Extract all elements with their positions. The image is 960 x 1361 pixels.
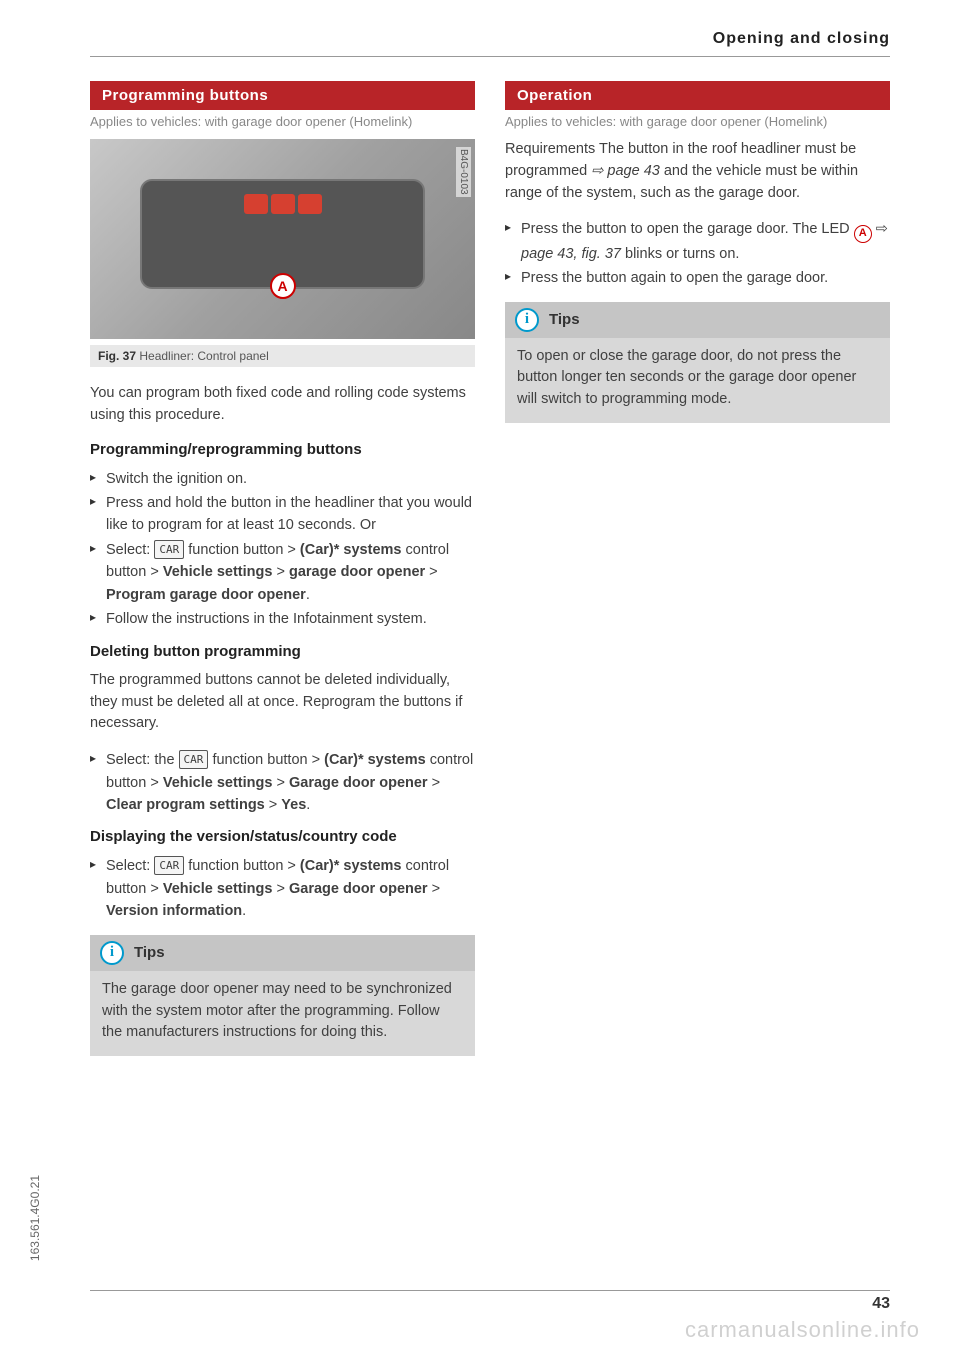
step-text: > [272,775,289,791]
tips-label: Tips [549,311,580,328]
page-header: Opening and closing [90,30,890,57]
tips-box-left: i Tips The garage door opener may need t… [90,935,475,1056]
tips-label: Tips [134,944,165,961]
figure-code-label: B4G-0103 [456,147,471,197]
step-text: Select: [106,858,154,874]
step-text: > [425,564,438,580]
step-text: blinks or turns on. [621,246,739,262]
subheading-deleting: Deleting button programming [90,643,475,660]
figure-xref: page 43, fig. 37 [521,246,621,262]
menu-path: Clear program settings [106,797,265,813]
car-button-icon: CAR [179,750,209,769]
subheading-programming: Programming/reprogramming buttons [90,441,475,458]
step-item: Select: CAR function button > (Car)* sys… [90,539,475,606]
led-a-icon: A [854,225,872,243]
figure-caption: Fig. 37 Headliner: Control panel [90,345,475,367]
step-text: function button > [184,858,300,874]
step-item: Select: the CAR function button > (Car)*… [90,749,475,816]
step-item: Select: CAR function button > (Car)* sys… [90,855,475,922]
page-xref: ⇨ page 43 [591,163,660,179]
applies-to-right: Applies to vehicles: with garage door op… [505,114,890,129]
callout-a-icon: A [270,273,296,299]
step-text: > [428,775,441,791]
menu-path: Vehicle settings [163,881,273,897]
step-text: . [242,903,246,919]
step-item: Follow the instructions in the Infotainm… [90,608,475,630]
subheading-version: Displaying the version/status/country co… [90,828,475,845]
info-icon: i [100,941,124,965]
menu-path: Vehicle settings [163,564,273,580]
requirements-text: Requirements The button in the roof head… [505,139,890,204]
step-text: > [265,797,282,813]
menu-path: (Car)* systems [300,542,402,558]
step-text: Select: the [106,752,179,768]
figure-caption-text: Headliner: Control panel [136,349,269,363]
homelink-button-1 [244,194,268,214]
programming-steps: Switch the ignition on. Press and hold t… [90,468,475,631]
tips-body-left: The garage door opener may need to be sy… [90,971,475,1056]
menu-path: Garage door opener [289,881,428,897]
step-text: . [306,587,310,603]
step-text: function button > [184,542,300,558]
step-item: Switch the ignition on. [90,468,475,490]
menu-path: Program garage door opener [106,587,306,603]
step-text: > [272,881,289,897]
deleting-steps: Select: the CAR function button > (Car)*… [90,749,475,816]
version-steps: Select: CAR function button > (Car)* sys… [90,855,475,922]
car-button-icon: CAR [154,540,184,559]
menu-path: Garage door opener [289,775,428,791]
figure-37: A B4G-0103 [90,139,475,339]
menu-path: garage door opener [289,564,425,580]
left-column: Programming buttons Applies to vehicles:… [90,81,475,1056]
applies-to-left: Applies to vehicles: with garage door op… [90,114,475,129]
car-button-icon: CAR [154,856,184,875]
menu-path: (Car)* systems [324,752,426,768]
tips-box-right: i Tips To open or close the garage door,… [505,302,890,423]
step-item: Press and hold the button in the headlin… [90,492,475,537]
step-text: Select: [106,542,154,558]
homelink-button-2 [271,194,295,214]
step-item: Press the button again to open the garag… [505,267,890,289]
figure-number: Fig. 37 [98,349,136,363]
document-code: 163.561.4G0.21 [28,1175,42,1261]
menu-path: Vehicle settings [163,775,273,791]
menu-path: Yes [281,797,306,813]
step-text: Press the button to open the garage door… [521,221,854,237]
tips-body-right: To open or close the garage door, do not… [505,338,890,423]
operation-steps: Press the button to open the garage door… [505,218,890,289]
delete-intro: The programmed buttons cannot be deleted… [90,670,475,735]
intro-text: You can program both fixed code and roll… [90,383,475,427]
tips-header: i Tips [505,302,890,338]
info-icon: i [515,308,539,332]
menu-path: Version information [106,903,242,919]
section-heading-programming: Programming buttons [90,81,475,110]
step-text: > [272,564,289,580]
homelink-button-3 [298,194,322,214]
step-item: Press the button to open the garage door… [505,218,890,265]
menu-path: (Car)* systems [300,858,402,874]
section-heading-operation: Operation [505,81,890,110]
step-text: ⇨ [872,221,888,237]
step-text: > [428,881,441,897]
watermark: carmanualsonline.info [685,1317,920,1343]
page-number: 43 [90,1290,890,1313]
tips-header: i Tips [90,935,475,971]
step-text: function button > [208,752,324,768]
right-column: Operation Applies to vehicles: with gara… [505,81,890,1056]
step-text: . [306,797,310,813]
